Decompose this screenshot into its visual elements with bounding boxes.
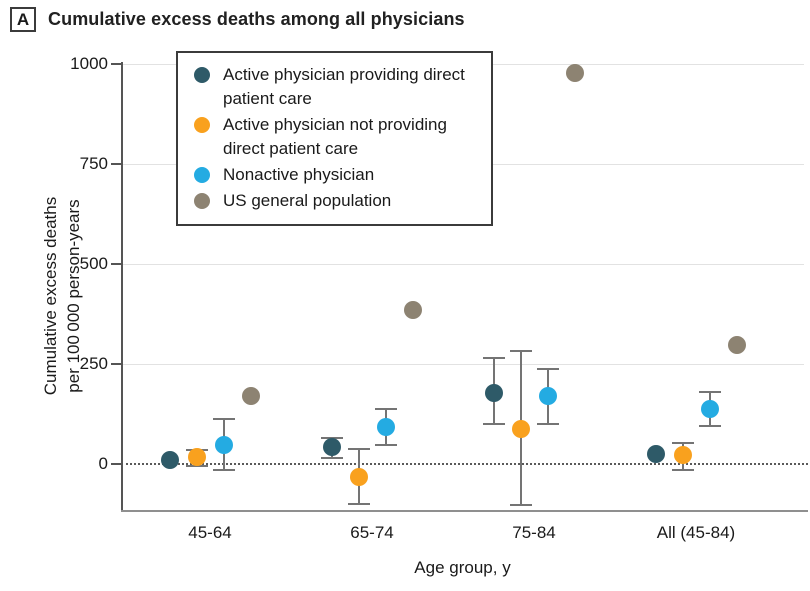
- legend-label: Nonactive physician: [223, 165, 375, 184]
- legend-dot-icon: [194, 117, 210, 133]
- x-axis-baseline: [121, 510, 808, 512]
- error-bar-cap-bottom: [321, 457, 343, 459]
- error-bar-cap-top: [375, 408, 397, 411]
- y-tick-label-250: 250: [79, 354, 108, 373]
- zero-baseline: [121, 463, 808, 465]
- legend-dot-icon: [194, 193, 210, 209]
- y-tick-500: [111, 263, 121, 265]
- data-point: [701, 399, 719, 418]
- legend-dot-icon: [194, 167, 210, 183]
- y-tick-label-1000: 1000: [70, 54, 108, 73]
- data-point: [242, 387, 260, 405]
- data-point: [512, 419, 530, 438]
- x-axis-title: Age group, y: [414, 558, 511, 577]
- y-tick-750: [111, 163, 121, 165]
- error-bar-cap-bottom: [213, 469, 235, 471]
- legend-item: Active physician providing direct patien…: [194, 63, 477, 111]
- error-bar-cap-top: [321, 437, 343, 439]
- legend-dot-icon: [194, 67, 210, 83]
- x-category-label: 45-64: [188, 523, 232, 542]
- error-bar-cap-top: [699, 391, 721, 393]
- panel-title: Cumulative excess deaths among all physi…: [48, 9, 465, 29]
- y-tick-label-0: 0: [98, 454, 108, 473]
- y-axis-title-line2: per 100 000 person-years: [64, 199, 83, 393]
- error-bar-cap-bottom: [699, 424, 721, 427]
- panel-header: A Cumulative excess deaths among all phy…: [10, 7, 465, 32]
- y-tick-1000: [111, 63, 121, 65]
- legend-label: US general population: [223, 191, 392, 210]
- error-bar-cap-bottom: [672, 469, 694, 472]
- data-point: [404, 301, 422, 319]
- y-axis-title: Cumulative excess deaths per 100 000 per…: [39, 146, 85, 446]
- error-bar-cap-bottom: [348, 503, 370, 505]
- error-bar-cap-bottom: [510, 503, 532, 506]
- data-point: [188, 447, 206, 466]
- x-category-label: All (45-84): [656, 523, 736, 542]
- y-tick-250: [111, 363, 121, 365]
- data-point: [674, 446, 692, 465]
- data-point: [215, 435, 233, 454]
- error-bar-cap-top: [213, 418, 235, 421]
- legend-item: US general population: [194, 189, 477, 213]
- data-point: [566, 63, 584, 82]
- legend-item: Active physician not providing direct pa…: [194, 113, 477, 161]
- data-point: [350, 467, 368, 486]
- legend-box: Active physician providing direct patien…: [176, 51, 493, 226]
- panel-marker: A: [10, 7, 36, 32]
- error-bar-cap-top: [483, 357, 505, 359]
- x-category-label: 65-74: [350, 523, 394, 542]
- error-bar-cap-top: [672, 442, 694, 445]
- data-point: [161, 451, 179, 469]
- y-tick-0: [111, 463, 121, 465]
- data-point: [377, 418, 395, 437]
- error-bar-cap-bottom: [375, 443, 397, 446]
- error-bar-cap-bottom: [186, 465, 208, 467]
- gridline-y-500: [121, 263, 804, 265]
- error-bar-cap-top: [537, 367, 559, 370]
- error-bar-cap-bottom: [483, 423, 505, 425]
- data-point: [539, 387, 557, 405]
- x-category-label: 75-84: [512, 523, 556, 542]
- error-bar-cap-bottom: [537, 423, 559, 425]
- y-tick-label-500: 500: [79, 254, 108, 273]
- error-bar-cap-top: [510, 350, 532, 353]
- y-axis-spine: [121, 62, 123, 512]
- data-point: [323, 438, 341, 457]
- y-axis-title-line1: Cumulative excess deaths: [41, 196, 60, 396]
- data-point: [485, 383, 503, 402]
- data-point: [728, 336, 746, 355]
- legend-label: Active physician providing direct patien…: [223, 65, 465, 108]
- legend-label: Active physician not providing direct pa…: [223, 115, 447, 158]
- legend-item: Nonactive physician: [194, 163, 477, 187]
- y-tick-label-750: 750: [79, 154, 108, 173]
- data-point: [647, 445, 665, 463]
- error-bar-cap-top: [348, 447, 370, 450]
- gridline-y-250: [121, 363, 804, 365]
